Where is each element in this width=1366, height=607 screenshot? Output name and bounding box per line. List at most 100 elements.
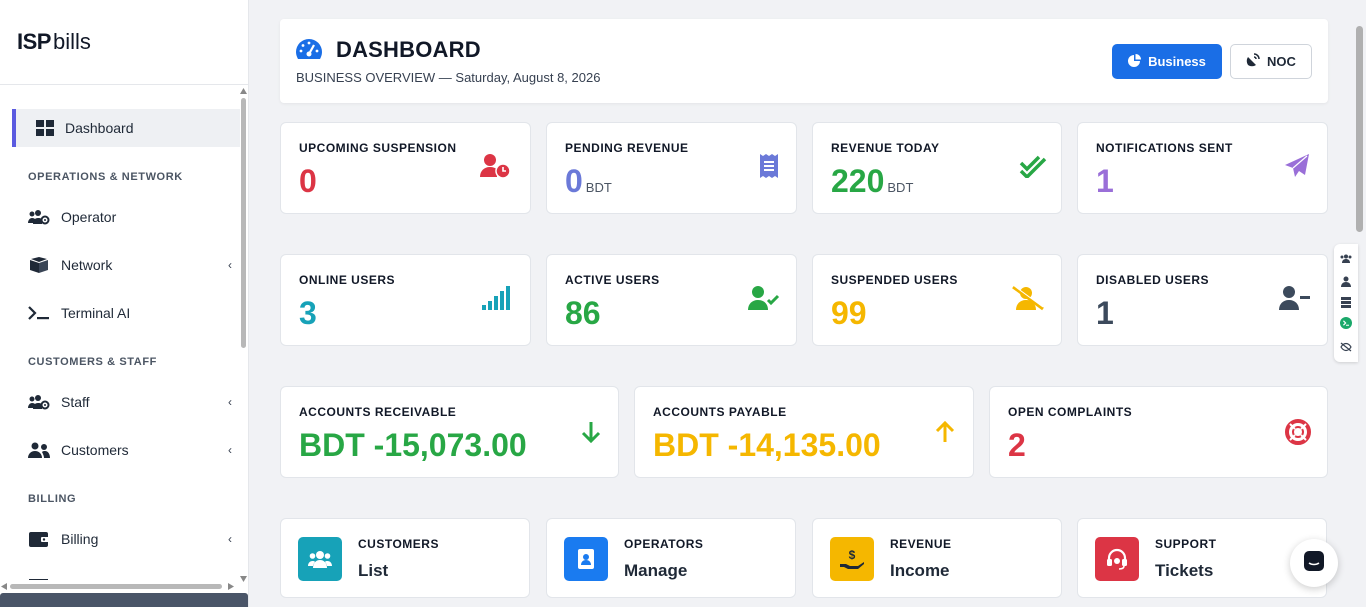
- sidebar-item-dashboard[interactable]: Dashboard: [12, 109, 240, 147]
- pending-revenue-card[interactable]: PENDING REVENUE 0 BDT: [546, 122, 797, 214]
- open-complaints-card[interactable]: OPEN COMPLAINTS 2: [989, 386, 1328, 478]
- revenue-today-card[interactable]: REVENUE TODAY 220 BDT: [812, 122, 1062, 214]
- server-icon[interactable]: [1340, 296, 1352, 308]
- card-value: 3: [299, 295, 317, 331]
- action-title: REVENUE: [890, 537, 952, 551]
- support-tickets-card[interactable]: SUPPORT Tickets: [1077, 518, 1327, 598]
- business-button[interactable]: Business: [1112, 44, 1222, 79]
- active-users-card[interactable]: ACTIVE USERS 86: [546, 254, 797, 346]
- arrow-down-icon: [574, 417, 608, 447]
- card-value: BDT -15,073.00: [299, 427, 527, 463]
- user-clock-icon: [479, 151, 513, 181]
- operators-manage-card[interactable]: OPERATORS Manage: [546, 518, 796, 598]
- card-value: BDT -14,135.00: [653, 427, 881, 463]
- sidebar-scrollbar-thumb[interactable]: [241, 98, 246, 348]
- page-scrollbar-thumb[interactable]: [1356, 26, 1363, 232]
- brand-logo[interactable]: ISP bills: [0, 0, 248, 85]
- business-button-label: Business: [1148, 54, 1206, 69]
- satellite-dish-icon: [1246, 53, 1260, 70]
- sidebar-hscrollbar-thumb[interactable]: [10, 584, 222, 589]
- card-unit: BDT: [585, 180, 612, 195]
- sidebar-item-customers[interactable]: Customers ‹: [12, 431, 240, 469]
- card-value: 220: [831, 163, 885, 199]
- svg-text:$: $: [849, 548, 856, 562]
- users-icon: [298, 537, 342, 581]
- customers-list-card[interactable]: CUSTOMERS List: [280, 518, 530, 598]
- paper-plane-icon: [1280, 151, 1314, 181]
- chevron-left-icon: ‹: [228, 532, 232, 546]
- list-icon: [28, 578, 50, 580]
- revenue-income-card[interactable]: $ REVENUE Income: [812, 518, 1062, 598]
- sidebar-item-staff[interactable]: Staff ‹: [12, 383, 240, 421]
- quick-dock: [1334, 244, 1358, 362]
- user-icon[interactable]: [1340, 275, 1352, 287]
- card-label: SUSPENDED USERS: [831, 273, 958, 287]
- eye-slash-icon[interactable]: [1340, 341, 1352, 353]
- sidebar-item-terminal-ai[interactable]: Terminal AI: [12, 294, 240, 332]
- sidebar-item-label: Billing: [61, 531, 99, 547]
- action-subtitle: Manage: [624, 561, 688, 580]
- dashboard-header: DASHBOARD BUSINESS OVERVIEW — Saturday, …: [280, 19, 1328, 103]
- card-label: NOTIFICATIONS SENT: [1096, 141, 1233, 155]
- chat-launcher-button[interactable]: [1290, 539, 1338, 587]
- noc-button[interactable]: NOC: [1230, 44, 1312, 79]
- receipt-icon: [752, 151, 786, 181]
- card-label: PENDING REVENUE: [565, 141, 689, 155]
- sidebar-item-operator[interactable]: Operator: [12, 198, 240, 236]
- card-label: OPEN COMPLAINTS: [1008, 405, 1133, 419]
- disabled-users-card[interactable]: DISABLED USERS 1: [1077, 254, 1328, 346]
- notifications-sent-card[interactable]: NOTIFICATIONS SENT 1: [1077, 122, 1328, 214]
- pie-chart-icon: [1128, 53, 1142, 70]
- card-label: ACCOUNTS PAYABLE: [653, 405, 787, 419]
- users-cog-icon: [28, 208, 50, 226]
- action-subtitle: Income: [890, 561, 950, 580]
- card-value: 99: [831, 295, 867, 331]
- sidebar-item-label: Customers: [61, 442, 129, 458]
- section-billing: BILLING: [28, 493, 77, 505]
- page-subtitle: BUSINESS OVERVIEW — Saturday, August 8, …: [296, 70, 601, 85]
- hand-holding-dollar-icon: $: [830, 537, 874, 581]
- wallet-icon: [28, 530, 50, 548]
- arrow-up-icon: [928, 417, 962, 447]
- upcoming-suspension-card[interactable]: UPCOMING SUSPENSION 0: [280, 122, 531, 214]
- users-icon[interactable]: [1340, 252, 1352, 264]
- brand-bold: ISP: [17, 29, 51, 54]
- signal-icon: [479, 283, 513, 313]
- sidebar-scrollbar[interactable]: [240, 88, 248, 583]
- sidebar-item-label: Operator: [61, 209, 117, 225]
- sidebar-hscrollbar[interactable]: [0, 580, 249, 592]
- card-value: 86: [565, 295, 601, 331]
- headset-icon: [1095, 537, 1139, 581]
- brand-light: bills: [52, 29, 91, 54]
- accounts-payable-card[interactable]: ACCOUNTS PAYABLE BDT -14,135.00: [634, 386, 974, 478]
- chevron-left-icon: ‹: [228, 395, 232, 409]
- suspended-users-card[interactable]: SUSPENDED USERS 99: [812, 254, 1062, 346]
- sidebar-item-label: Dashboard: [65, 120, 134, 136]
- sidebar-item-next[interactable]: [12, 568, 240, 580]
- card-value: 2: [1008, 427, 1026, 463]
- id-badge-icon: [564, 537, 608, 581]
- noc-button-label: NOC: [1267, 54, 1296, 69]
- sidebar-item-billing[interactable]: Billing ‹: [12, 520, 240, 558]
- network-box-icon: [28, 256, 50, 274]
- card-label: ACTIVE USERS: [565, 273, 660, 287]
- action-subtitle: Tickets: [1155, 561, 1214, 580]
- card-value: 1: [1096, 163, 1114, 199]
- card-label: DISABLED USERS: [1096, 273, 1210, 287]
- online-users-card[interactable]: ONLINE USERS 3: [280, 254, 531, 346]
- users-icon: [28, 441, 50, 459]
- dashboard-icon: [34, 119, 56, 137]
- sidebar-item-network[interactable]: Network ‹: [12, 246, 240, 284]
- terminal-icon: [28, 304, 50, 322]
- terminal-circle-icon[interactable]: [1340, 317, 1352, 329]
- accounts-receivable-card[interactable]: ACCOUNTS RECEIVABLE BDT -15,073.00: [280, 386, 619, 478]
- sidebar: ISP bills Dashboard OPERATIONS & NETWORK…: [0, 0, 249, 607]
- chat-bubble-icon: [1303, 550, 1325, 577]
- users-cog-icon: [28, 393, 50, 411]
- double-check-icon: [1016, 151, 1050, 181]
- gauge-icon: [295, 37, 323, 61]
- section-customers-staff: CUSTOMERS & STAFF: [28, 356, 157, 368]
- action-title: OPERATORS: [624, 537, 704, 551]
- chevron-left-icon: ‹: [228, 258, 232, 272]
- sidebar-item-label: Staff: [61, 394, 90, 410]
